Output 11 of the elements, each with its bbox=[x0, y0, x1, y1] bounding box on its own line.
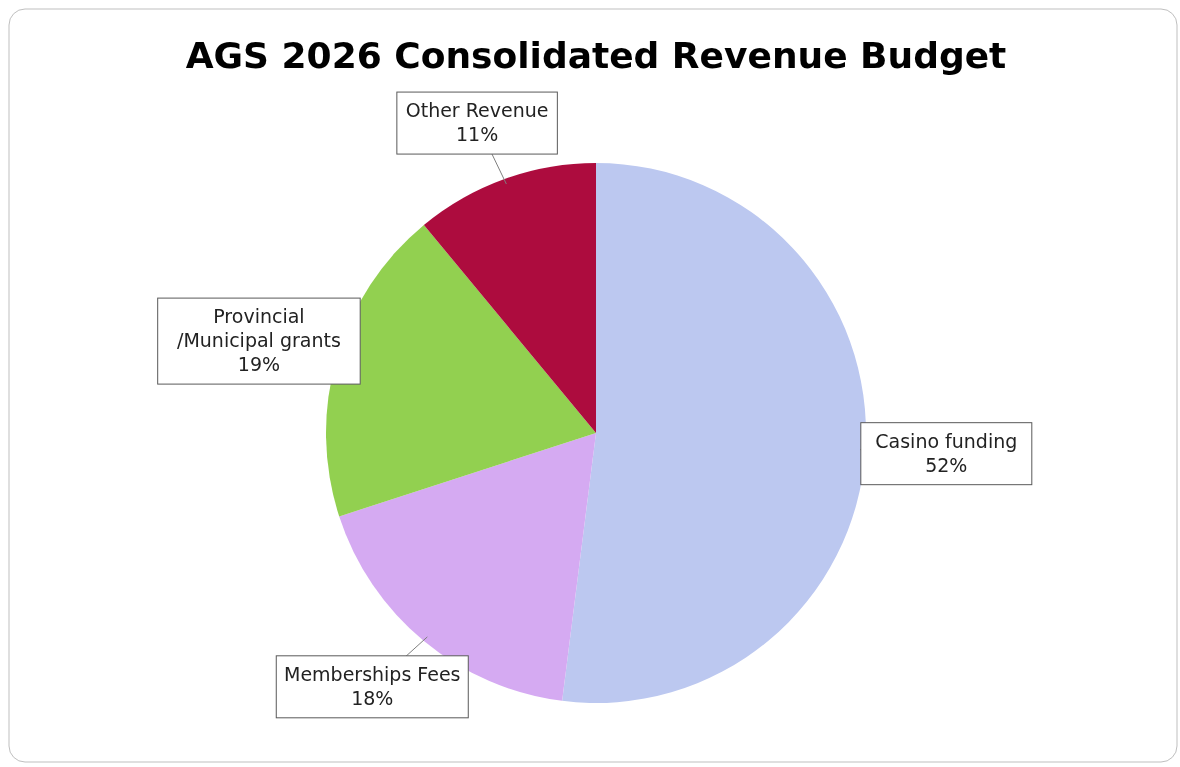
slice-label: Casino funding bbox=[875, 429, 1018, 452]
slice-label: Memberships Fees bbox=[283, 662, 461, 685]
data-label: 18% bbox=[351, 686, 394, 709]
slice-label: Provincial /Municipal grants bbox=[177, 305, 341, 352]
pie-slice bbox=[423, 163, 596, 433]
chart-title: AGS 2026 Consolidated Revenue Budget bbox=[185, 35, 1007, 76]
slice-label: Other Revenue bbox=[405, 99, 549, 122]
data-label: 11% bbox=[455, 123, 499, 146]
pie-slice bbox=[562, 163, 866, 703]
data-label: 52% bbox=[925, 453, 968, 476]
data-label: 19% bbox=[237, 353, 281, 376]
